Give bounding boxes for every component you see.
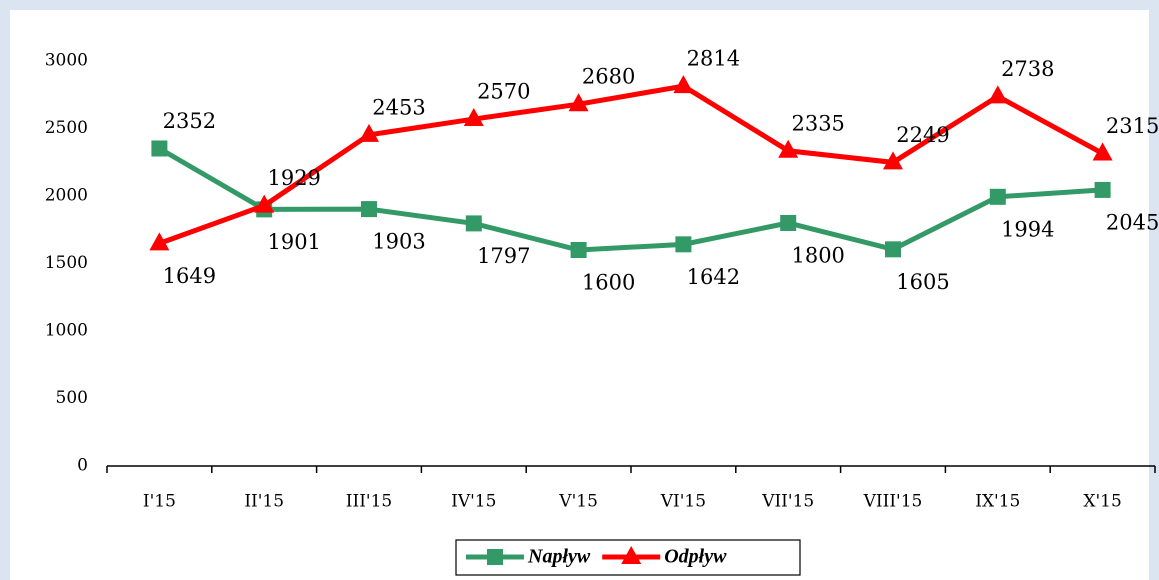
y-tick-label: 500 (56, 388, 88, 408)
x-tick-label: VI'15 (660, 492, 706, 512)
legend-marker (487, 549, 503, 565)
x-tick-label: I'15 (143, 492, 176, 512)
y-tick-label: 3000 (45, 51, 88, 71)
x-tick-label: X'15 (1083, 492, 1121, 512)
y-tick-label: 1500 (45, 253, 88, 273)
point-marker (778, 139, 799, 158)
data-label: 1600 (582, 271, 635, 295)
y-tick-label: 0 (77, 456, 88, 476)
data-label: 2315 (1106, 114, 1159, 138)
x-tick-label: VIII'15 (863, 492, 923, 512)
x-tick-label: IX'15 (975, 492, 1020, 512)
point-marker (568, 93, 589, 112)
point-marker (673, 75, 694, 94)
legend-label: Napływ (527, 546, 591, 568)
data-label: 1994 (1001, 217, 1054, 241)
x-tick-label: VII'15 (761, 492, 814, 512)
point-marker (570, 242, 587, 258)
x-tick-label: V'15 (558, 492, 598, 512)
data-label: 2570 (477, 80, 530, 104)
point-marker (780, 215, 797, 231)
y-tick-label: 2000 (45, 186, 88, 206)
point-marker (463, 108, 484, 127)
point-marker (675, 236, 692, 253)
y-tick-label: 1000 (45, 321, 88, 341)
data-label: 2814 (687, 47, 740, 71)
data-label: 2352 (163, 109, 216, 133)
x-tick-label: IV'15 (451, 492, 496, 512)
data-label: 2453 (372, 95, 425, 119)
point-marker (1092, 142, 1113, 161)
point-marker (1094, 181, 1111, 198)
legend-marker (621, 546, 642, 564)
data-label: 2045 (1106, 210, 1159, 234)
point-marker (361, 201, 377, 218)
data-label: 1800 (791, 244, 844, 268)
point-marker (359, 123, 379, 142)
data-label: 1901 (267, 230, 320, 254)
point-marker (987, 85, 1008, 104)
data-label: 2680 (582, 65, 635, 89)
x-tick-label: III'15 (346, 492, 392, 512)
y-tick-label: 2500 (45, 118, 88, 138)
data-label: 1649 (163, 264, 216, 288)
point-marker (151, 140, 168, 157)
point-marker (883, 151, 903, 170)
point-marker (885, 241, 901, 258)
series-line (158, 83, 1104, 246)
data-label: 1642 (687, 265, 740, 289)
point-marker (254, 194, 275, 213)
point-marker (465, 215, 482, 232)
data-label: 1605 (896, 270, 949, 294)
x-tick-label: II'15 (244, 492, 284, 512)
data-label: 1929 (267, 166, 320, 190)
point-marker (149, 232, 170, 251)
series-line (158, 146, 1103, 253)
data-label: 1903 (372, 230, 425, 254)
data-label: 1797 (477, 244, 530, 268)
data-label: 2249 (896, 123, 949, 147)
data-label: 2738 (1001, 57, 1054, 81)
legend-label: Odpływ (664, 546, 727, 568)
point-marker (989, 188, 1006, 205)
data-label: 2335 (791, 111, 844, 135)
